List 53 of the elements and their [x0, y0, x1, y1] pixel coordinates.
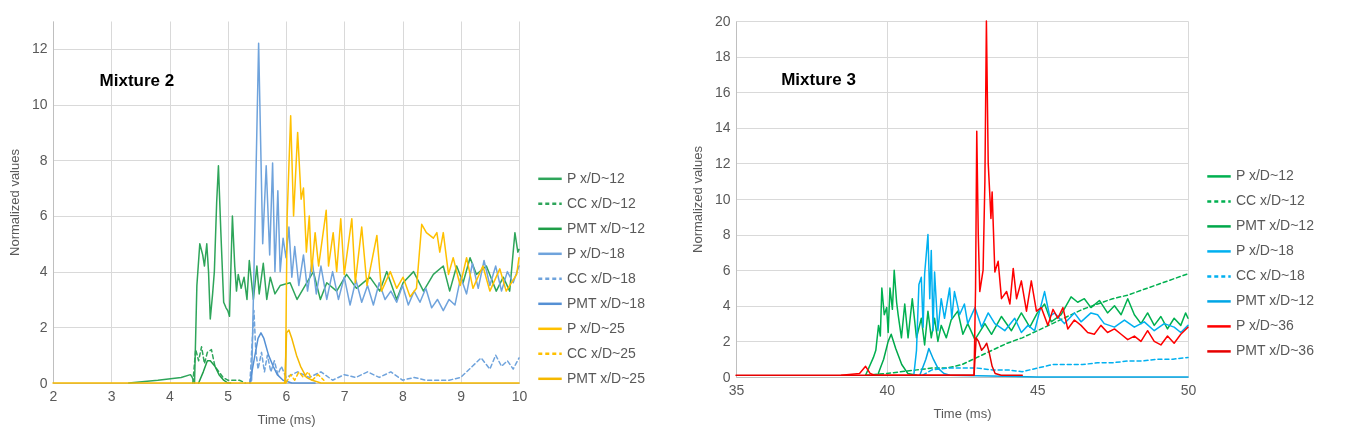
- y-tick-label: 4: [39, 263, 48, 280]
- legend-label: CC x/D~12: [567, 194, 637, 211]
- y-tick-label: 12: [714, 154, 731, 171]
- legend-label: CC x/D~12: [1236, 192, 1306, 209]
- x-tick-label: 50: [1180, 381, 1197, 398]
- x-axis-title: Time (ms): [257, 411, 316, 427]
- legend-label: P x/D~12: [567, 169, 625, 186]
- y-tick-label: 20: [714, 12, 731, 29]
- x-tick-label: 6: [282, 387, 291, 404]
- legend-label: PMT x/D~12: [1236, 217, 1315, 234]
- y-tick-label: 18: [714, 48, 731, 65]
- x-tick-label: 35: [728, 381, 745, 398]
- legend-label: P x/D~18: [567, 244, 625, 261]
- legend-label: PMT x/D~18: [567, 294, 646, 311]
- y-tick-label: 4: [722, 297, 731, 314]
- y-tick-label: 12: [31, 40, 48, 57]
- legend-label: P x/D~12: [1236, 167, 1294, 184]
- y-tick-label: 8: [39, 151, 48, 168]
- legend-label: PMT x/D~25: [567, 369, 646, 386]
- legend-label: PMT x/D~12: [1236, 292, 1315, 309]
- y-tick-label: 0: [722, 368, 731, 385]
- x-tick-label: 5: [224, 387, 233, 404]
- legend-label: PMT x/D~36: [1236, 342, 1315, 359]
- y-tick-label: 2: [39, 318, 48, 335]
- y-tick-label: 8: [722, 226, 731, 243]
- y-tick-label: 16: [714, 83, 731, 100]
- y-tick-label: 10: [31, 96, 48, 113]
- y-tick-label: 2: [722, 332, 731, 349]
- legend-label: CC x/D~18: [1236, 267, 1306, 284]
- x-tick-label: 40: [879, 381, 896, 398]
- y-tick-label: 6: [722, 261, 731, 278]
- y-tick-label: 14: [714, 119, 731, 136]
- x-axis-title: Time (ms): [933, 405, 992, 421]
- y-tick-label: 6: [39, 207, 48, 224]
- x-tick-label: 10: [511, 387, 528, 404]
- legend-label: CC x/D~25: [567, 344, 637, 361]
- annotation: Mixture 2: [99, 70, 175, 90]
- legend-label: CC x/D~18: [567, 269, 637, 286]
- annotation: Mixture 3: [781, 69, 856, 89]
- x-tick-label: 45: [1030, 381, 1046, 398]
- legend-label: P x/D~36: [1236, 317, 1294, 334]
- legend-label: P x/D~25: [567, 319, 625, 336]
- legend-label: PMT x/D~12: [567, 219, 646, 236]
- y-axis-title: Normalized values: [689, 145, 705, 253]
- legend-label: P x/D~18: [1236, 242, 1294, 259]
- x-tick-label: 8: [399, 387, 408, 404]
- x-tick-label: 7: [340, 387, 349, 404]
- y-tick-label: 0: [39, 374, 48, 391]
- y-axis-title: Normalized values: [6, 148, 22, 256]
- y-tick-label: 10: [714, 190, 731, 207]
- x-tick-label: 4: [166, 387, 175, 404]
- x-tick-label: 3: [107, 387, 116, 404]
- x-tick-label: 9: [457, 387, 466, 404]
